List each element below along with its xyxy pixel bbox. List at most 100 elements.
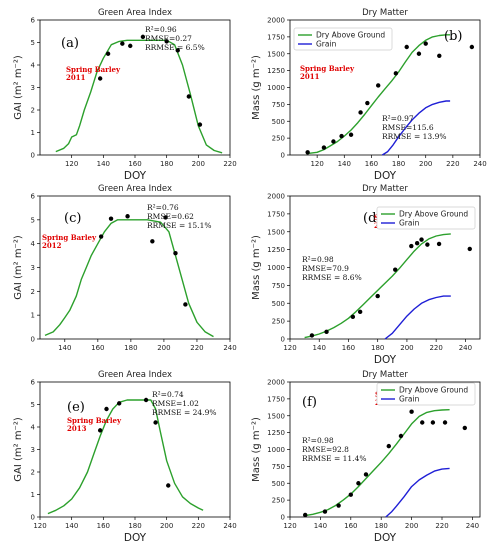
observed-point <box>186 94 192 99</box>
fit-stat: RRMSE = 11.4% <box>302 454 366 463</box>
x-tick-label: 180 <box>160 160 173 168</box>
observed-point <box>104 406 109 412</box>
y-tick-label: 4 <box>31 240 36 248</box>
observed-point <box>393 267 398 272</box>
fit-stat: RRMSE = 15.1% <box>147 221 211 230</box>
y-tick-label: 500 <box>272 118 285 126</box>
observed-point <box>108 216 114 221</box>
x-tick-label: 120 <box>310 160 323 168</box>
observed-point <box>339 133 344 139</box>
observed-point <box>348 492 353 497</box>
y-tick-label: 3 <box>31 264 35 272</box>
fit-stat: R²=0.98 <box>302 255 334 264</box>
observed-point <box>309 333 315 338</box>
y-tick-label: 3 <box>31 84 35 92</box>
x-tick-label: 180 <box>371 344 384 352</box>
crop-label: Spring Barley <box>66 65 121 74</box>
fit-stat: RRMSE = 24.9% <box>152 408 216 417</box>
panel-letter: (f) <box>302 395 317 410</box>
y-axis-label: GAI (m² m⁻²) <box>13 235 24 300</box>
y-tick-label: 1 <box>31 312 35 320</box>
crop-label: Spring Barley <box>67 416 122 425</box>
panel-d: 120 140 160 180 200 220 240 0 250 500 750 1000 1250 1… <box>251 184 481 366</box>
observed-point <box>97 428 103 433</box>
observed-point <box>469 44 475 50</box>
panel-c: 140 160 180 200 220 240 0 1 2 3 4 5 6 Green Area Inde… <box>13 184 237 352</box>
observed-point <box>462 425 467 431</box>
observed-point <box>183 302 188 307</box>
y-tick-label: 2000 <box>267 193 285 201</box>
observed-point <box>416 51 422 56</box>
y-axis-label: Mass (g m⁻²) <box>251 417 262 482</box>
x-axis-label: DOY <box>374 170 397 182</box>
y-axis-label: GAI (m² m⁻²) <box>13 55 24 120</box>
observed-point <box>356 481 361 486</box>
y-tick-label: 5 <box>31 216 35 224</box>
x-tick-label: 140 <box>97 160 110 168</box>
fit-stat: R²=0.74 <box>152 390 184 399</box>
x-tick-label: 220 <box>223 160 236 168</box>
fit-stat: R²=0.76 <box>147 203 179 212</box>
series-line-dry-above-ground <box>305 409 450 517</box>
observed-point <box>398 433 404 439</box>
observed-point <box>365 100 370 106</box>
observed-point <box>442 420 448 425</box>
chart-title: Green Area Index <box>98 370 172 380</box>
y-tick-label: 2 <box>31 107 35 115</box>
observed-point <box>143 397 149 403</box>
y-tick-label: 1500 <box>267 412 285 420</box>
series-line-gai <box>44 219 214 338</box>
observed-point <box>197 122 203 127</box>
observed-point <box>305 150 310 155</box>
y-tick-label: 1000 <box>267 264 285 272</box>
legend-entry: Grain <box>399 395 420 404</box>
x-tick-label: 200 <box>192 160 205 168</box>
observed-point <box>376 83 381 88</box>
observed-point <box>163 215 168 220</box>
y-tick-label: 250 <box>272 497 285 505</box>
y-tick-label: 4 <box>31 62 36 70</box>
observed-point <box>120 41 125 46</box>
legend-frame <box>376 206 476 230</box>
observed-point <box>414 240 420 246</box>
observed-point <box>467 246 472 252</box>
observed-point <box>150 239 155 244</box>
observed-point <box>363 472 369 477</box>
observed-point <box>140 34 146 40</box>
series-line-grain <box>384 295 451 340</box>
fit-stat: R²=0.97 <box>382 114 414 123</box>
observed-point <box>350 314 356 320</box>
fit-stat: RMSE=0.27 <box>145 34 192 43</box>
x-tick-label: 200 <box>400 344 413 352</box>
y-tick-label: 500 <box>272 480 285 488</box>
crop-label: Spring Barley <box>300 64 355 73</box>
x-tick-label: 180 <box>392 160 405 168</box>
y-tick-label: 1750 <box>267 395 285 403</box>
legend-entry: Grain <box>399 219 420 228</box>
x-tick-label: 120 <box>283 522 296 530</box>
observed-point <box>430 420 436 425</box>
x-tick-label: 220 <box>429 344 442 352</box>
x-tick-label: 160 <box>344 522 357 530</box>
x-tick-label: 240 <box>223 344 236 352</box>
y-tick-label: 1 <box>31 129 35 137</box>
x-tick-label: 160 <box>365 160 378 168</box>
legend-entry: Grain <box>316 40 337 49</box>
x-tick-label: 120 <box>283 344 296 352</box>
legend-frame <box>376 382 476 406</box>
observed-point <box>436 241 442 247</box>
observed-point <box>125 214 130 219</box>
y-tick-label: 6 <box>31 379 36 387</box>
x-tick-label: 240 <box>459 344 472 352</box>
observed-point <box>128 43 133 49</box>
fit-stat: RRMSE = 6.5% <box>145 43 205 52</box>
x-tick-label: 200 <box>160 522 173 530</box>
x-tick-label: 140 <box>313 344 326 352</box>
crop-label: 2013 <box>67 424 87 433</box>
y-tick-label: 500 <box>272 300 285 308</box>
x-axis-label: DOY <box>374 532 397 544</box>
